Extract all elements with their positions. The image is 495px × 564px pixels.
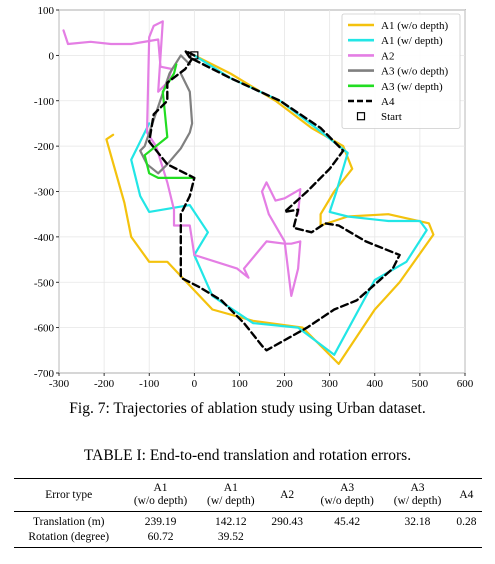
table-header-cell: A1 (w/ depth) (198, 479, 265, 512)
x-tick-label: 100 (231, 378, 248, 390)
series-layer (62, 20, 435, 365)
legend-label: A1 (w/ depth) (381, 35, 443, 47)
header-line: (w/ depth) (207, 495, 255, 507)
header-line: Error type (45, 488, 93, 501)
y-tick-label: 0 (49, 50, 55, 62)
y-tick-label: 100 (38, 5, 55, 17)
series-line-a2 (62, 20, 302, 297)
legend-marker (356, 112, 366, 121)
y-tick-label: -300 (34, 187, 55, 199)
series-line-a1-w-o-depth (105, 54, 435, 365)
header-line: (w/o depth) (133, 495, 188, 507)
figure-caption: Fig. 7: Trajectories of ablation study u… (69, 400, 426, 417)
x-tick-label: -100 (139, 378, 160, 390)
table-header-cell: A4 (451, 479, 482, 512)
legend-label: Start (381, 111, 402, 123)
table-cell: 239.19 (144, 516, 177, 528)
axis-ticks: -300 -200 -100 0 100 200 300 400 500 600 -700 -600 -… (34, 5, 474, 390)
table-header-row: Error type A1 (w/o depth) A1 (w/ depth) A2 A3(… (14, 478, 482, 512)
x-tick-label: 300 (321, 378, 338, 390)
start-marker (190, 51, 199, 60)
table-header-cell: A3 (w/ depth) (384, 479, 451, 512)
header-line: (w/o depth) (320, 495, 374, 507)
legend-label: A1 (w/o depth) (381, 20, 449, 32)
series-line-a3-w-o-depth (139, 54, 194, 175)
table-cell (264, 530, 310, 548)
table-cell: 142.12 (215, 516, 247, 528)
table-cell (384, 530, 451, 548)
header-line: A2 (280, 488, 295, 501)
table-row: Translation (m) 239.19 142.12 290.43 45.42 32… (14, 512, 482, 531)
results-table: Error type A1 (w/o depth) A1 (w/ depth) A2 A3(… (14, 478, 482, 548)
table-header-cell: A2 (264, 479, 310, 512)
x-tick-label: -200 (94, 378, 115, 390)
legend-label: A2 (381, 50, 394, 62)
table-row: Rotation (degree) 60.72 39.52 (14, 530, 482, 548)
table-cell: 45.42 (334, 516, 361, 528)
legend: A1 (w/o depth) A1 (w/ depth) A2 A3 (w/o dep… (341, 13, 461, 129)
row-label: Translation (m) (33, 516, 105, 528)
table-cell (310, 530, 384, 548)
x-tick-label: 400 (367, 378, 384, 390)
table-cell: 39.52 (217, 531, 244, 543)
row-label: Rotation (degree) (28, 531, 110, 543)
x-tick-label: -300 (49, 378, 70, 390)
y-tick-label: -600 (34, 323, 55, 335)
table-cell (451, 530, 482, 548)
x-tick-label: 0 (192, 378, 198, 390)
y-tick-label: -700 (34, 368, 55, 380)
legend-label: A3 (w/ depth) (381, 81, 443, 93)
table-header-cell: Error type (14, 479, 123, 512)
marker-layer (190, 51, 199, 60)
series-line-a3-w-depth (143, 63, 196, 179)
header-line: A1 (153, 482, 168, 494)
header-line: A3 (340, 482, 355, 494)
x-tick-label: 600 (457, 378, 474, 390)
x-tick-label: 500 (412, 378, 429, 390)
y-tick-label: -400 (34, 232, 55, 244)
x-tick-label: 200 (276, 378, 293, 390)
header-line: A3 (410, 482, 425, 494)
table-header-cell: A3 (w/o depth) (310, 479, 384, 512)
legend-label: A4 (381, 96, 395, 108)
legend-label: A3 (w/o depth) (381, 66, 449, 78)
trajectory-chart: -300 -200 -100 0 100 200 300 400 500 600 -700 -600 -… (34, 5, 474, 390)
header-line: (w/ depth) (393, 495, 442, 507)
y-tick-label: -200 (34, 141, 55, 153)
table-cell: 290.43 (271, 516, 303, 528)
header-line: A4 (459, 488, 474, 501)
header-line: A1 (223, 482, 238, 494)
table-cell: 60.72 (147, 531, 174, 543)
y-tick-label: -100 (34, 96, 55, 108)
series-line-a4 (147, 49, 401, 352)
y-tick-label: -500 (34, 277, 55, 289)
table-cell: 32.18 (404, 516, 431, 528)
table-body: Translation (m) 239.19 142.12 290.43 45.42 32… (14, 512, 482, 548)
table-cell: 0.28 (456, 516, 477, 528)
table-caption: TABLE I: End-to-end translation and rota… (83, 447, 412, 464)
table-header-cell: A1 (w/o depth) (123, 479, 197, 512)
